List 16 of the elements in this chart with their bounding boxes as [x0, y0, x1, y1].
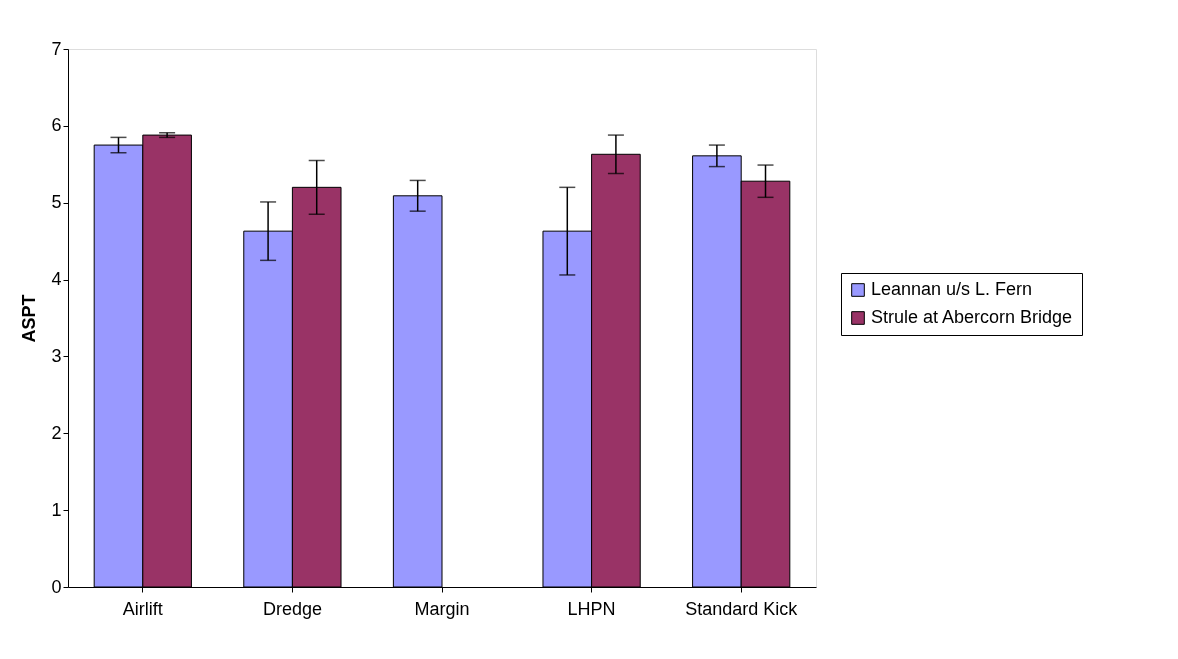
x-tick-label: Standard Kick — [685, 598, 799, 619]
y-tick-label: 5 — [51, 192, 62, 213]
y-axis-title: ASPT — [19, 294, 40, 343]
y-tick-label: 6 — [51, 115, 62, 136]
y-tick-label: 3 — [51, 345, 62, 366]
y-tick-label: 0 — [51, 576, 62, 597]
x-tick-label: LHPN — [567, 598, 616, 619]
y-tick-label: 4 — [51, 269, 62, 290]
legend-label: Leannan u/s L. Fern — [871, 279, 1033, 299]
x-tick-label: Margin — [414, 598, 470, 619]
y-tick-label: 2 — [51, 422, 62, 443]
x-tick-label: Dredge — [262, 598, 322, 619]
y-tick-label: 7 — [51, 38, 62, 59]
legend-label: Strule at Abercorn Bridge — [871, 307, 1073, 327]
y-tick-label: 1 — [51, 499, 62, 520]
x-tick-label: Airlift — [122, 598, 163, 619]
